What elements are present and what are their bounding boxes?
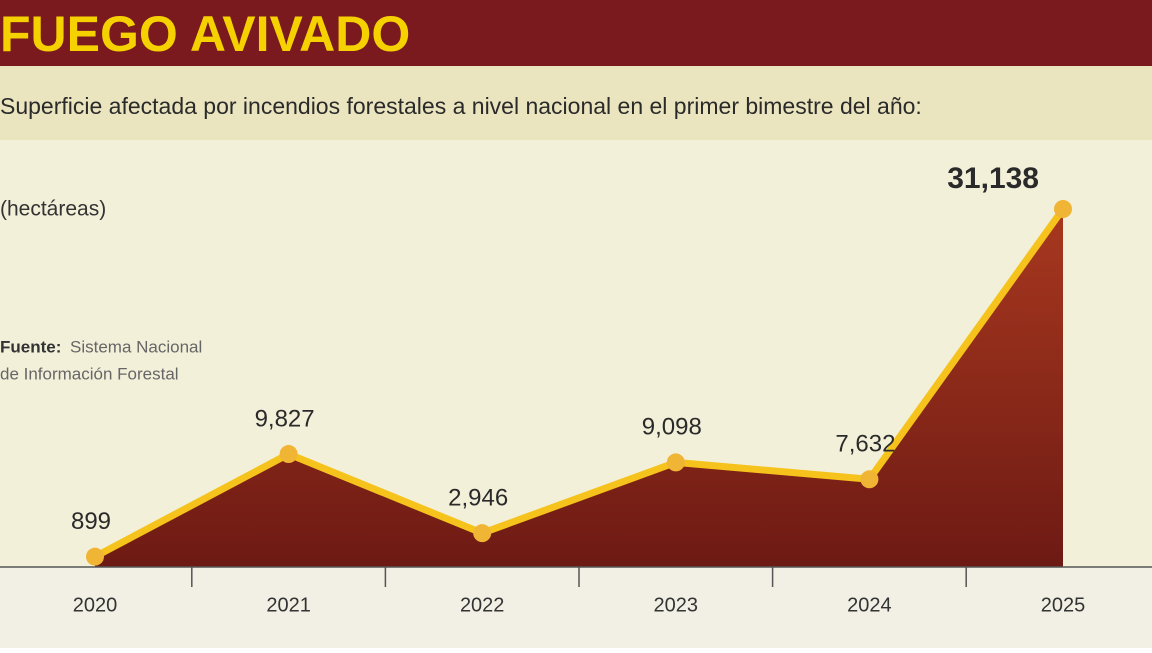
point [1054,200,1072,218]
point [473,524,492,543]
value-label: 899 [71,508,111,535]
value-label: 9,827 [255,405,315,432]
x-tick-label: 2025 [1041,594,1086,616]
x-tick-label: 2022 [460,594,505,616]
value-label: 2,946 [448,484,508,511]
x-tick-label: 2024 [847,594,892,616]
plot: 899 2020 9,827 2021 2,946 2022 9,098 2023 7,632 2… [0,162,1152,616]
chart-title: FUEGO AVIVADO [0,6,410,62]
source-text: de Información Forestal [0,364,179,383]
x-tick-label: 2020 [73,594,118,616]
x-tick-label: 2021 [266,594,311,616]
point [86,547,104,566]
point [279,445,298,464]
point [860,470,879,489]
value-label: 31,138 [947,162,1039,195]
axis-band [0,567,1152,648]
source-label: Fuente: [0,337,61,356]
unit-label: (hectáreas) [0,198,106,221]
header-band [0,0,1152,66]
chart-subtitle: Superficie afectada por incendios forest… [0,93,922,119]
value-label: 9,098 [642,414,702,441]
source-text: Sistema Nacional [70,337,202,356]
line [93,206,1066,560]
point [666,453,685,472]
subtitle-band [0,66,1152,140]
value-label: 7,632 [835,431,895,458]
x-tick-label: 2023 [654,594,699,616]
